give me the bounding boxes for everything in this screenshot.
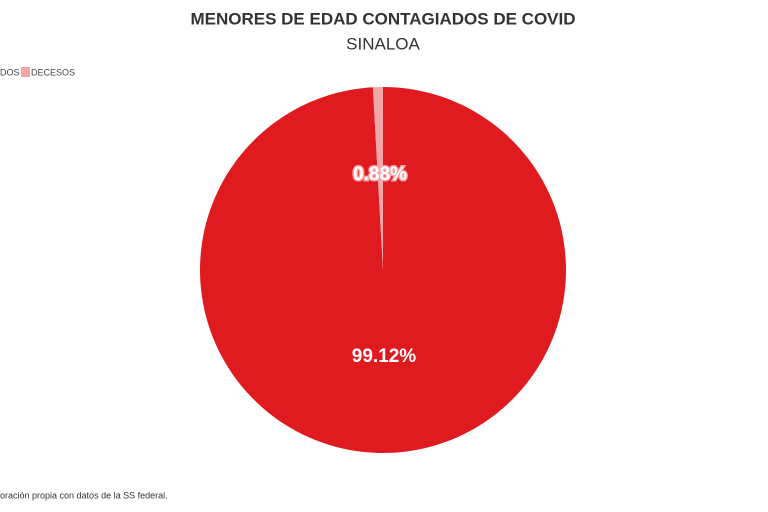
chart-subtitle: SINALOA: [346, 34, 420, 53]
value-label: 99.12%: [352, 346, 417, 367]
legend-label: DECESOS: [31, 67, 75, 77]
source-note: oración propia con datos de la SS federa…: [0, 490, 168, 500]
pie-slice: [199, 87, 566, 454]
value-label: 0.88%: [353, 164, 407, 185]
legend-label: DOS: [0, 67, 20, 77]
chart-title: MENORES DE EDAD CONTAGIADOS DE COVID: [190, 9, 575, 28]
legend-swatch: [21, 67, 30, 77]
pie-slice: [372, 87, 383, 270]
